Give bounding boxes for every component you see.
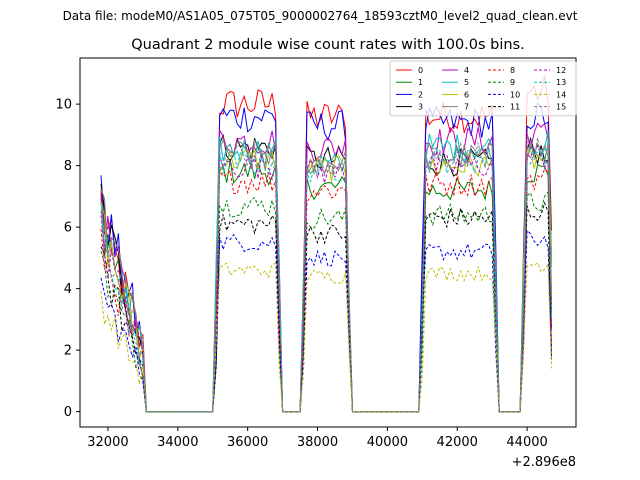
series-line-14: [100, 262, 552, 413]
legend-label-14: 14: [556, 90, 566, 99]
series-line-13: [100, 141, 552, 413]
x-axis-ticks: 32000 34000 36000 38000 40000 42000 44000: [87, 427, 548, 450]
series-line-15: [100, 134, 552, 413]
series-line-5: [100, 130, 552, 413]
data-file-suptitle: Data file: modeM0/AS1A05_075T05_90000027…: [63, 9, 578, 23]
x-tick-label: 44000: [506, 435, 547, 450]
legend-label-0: 0: [418, 66, 423, 75]
series-line-12: [100, 145, 552, 413]
x-tick-label: 40000: [367, 435, 408, 450]
axes-frame: [79, 57, 577, 428]
legend-label-7: 7: [464, 103, 469, 112]
y-tick-label: 6: [64, 221, 72, 236]
series-line-1: [100, 160, 552, 413]
series-line-2: [100, 102, 552, 413]
legend-label-1: 1: [418, 78, 423, 87]
x-tick-label: 34000: [157, 435, 198, 450]
series-layer: [100, 75, 552, 413]
legend-label-2: 2: [418, 90, 423, 99]
series-line-8: [100, 168, 552, 413]
legend-label-11: 11: [510, 103, 520, 112]
y-tick-label: 4: [64, 282, 72, 297]
legend-label-10: 10: [510, 90, 520, 99]
y-tick-label: 2: [64, 344, 72, 359]
legend-label-4: 4: [464, 66, 469, 75]
y-axis-ticks: 0 2 4 6 8 10: [55, 98, 80, 420]
x-tick-label: 36000: [227, 435, 268, 450]
legend-label-9: 9: [510, 78, 515, 87]
y-tick-label: 8: [64, 159, 72, 174]
series-line-6: [100, 145, 552, 413]
chart-title: Quadrant 2 module wise count rates with …: [131, 37, 525, 53]
series-line-9: [100, 190, 552, 413]
legend-box: [389, 60, 577, 117]
legend-label-5: 5: [464, 78, 469, 87]
series-line-10: [100, 229, 552, 413]
legend-label-15: 15: [556, 103, 566, 112]
y-tick-label: 0: [64, 405, 72, 420]
series-line-11: [100, 201, 552, 413]
legend-label-12: 12: [556, 66, 566, 75]
legend-label-13: 13: [556, 78, 566, 87]
legend-label-6: 6: [464, 90, 469, 99]
x-tick-label: 42000: [437, 435, 478, 450]
y-tick-label: 10: [55, 98, 72, 113]
x-tick-label: 38000: [297, 435, 338, 450]
x-tick-label: 32000: [87, 435, 128, 450]
legend-label-3: 3: [418, 103, 423, 112]
legend-label-8: 8: [510, 66, 515, 75]
x-offset-label: +2.896e8: [512, 455, 576, 470]
